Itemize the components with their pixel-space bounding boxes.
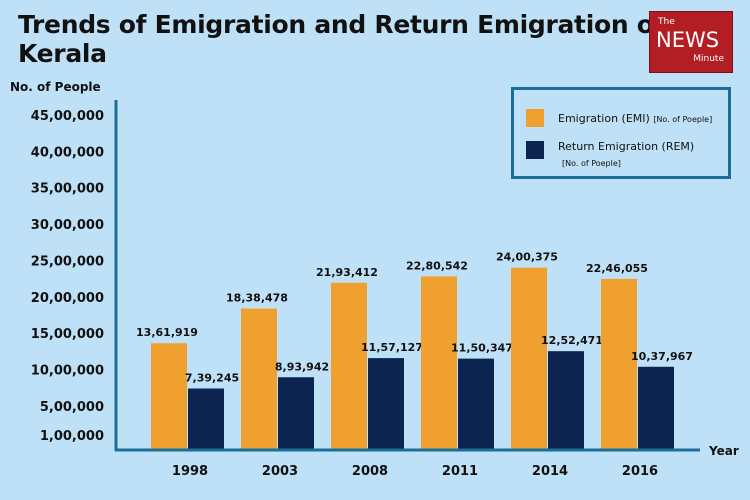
data-label-return-emigration: 10,37,967 xyxy=(631,350,693,363)
y-tick-label: 25,00,000 xyxy=(31,254,104,269)
y-tick-label: 1,00,000 xyxy=(40,429,104,444)
bar-return-emigration xyxy=(548,351,584,449)
bar-emigration xyxy=(601,278,637,449)
bar-return-emigration xyxy=(638,366,674,449)
bar-emigration xyxy=(511,267,547,449)
logo-the: The xyxy=(658,17,675,27)
bar-emigration xyxy=(421,276,457,449)
legend-emi-unit: [No. of Poeple] xyxy=(653,115,713,124)
y-tick-label: 45,00,000 xyxy=(31,109,104,124)
data-label-return-emigration: 8,93,942 xyxy=(275,360,329,373)
data-label-emigration: 13,61,919 xyxy=(136,326,198,339)
bar-return-emigration xyxy=(368,358,404,449)
data-label-emigration: 18,38,478 xyxy=(226,292,288,305)
bar-return-emigration xyxy=(458,358,494,449)
x-tick-label: 1998 xyxy=(172,464,208,479)
y-tick-label: 35,00,000 xyxy=(31,182,104,197)
x-tick-label: 2008 xyxy=(352,464,388,479)
legend-label-return-emigration: Return Emigration (REM) xyxy=(558,140,695,153)
chart-title: Trends of Emigration and Return Emigrati… xyxy=(18,10,665,68)
y-tick-label: 40,00,000 xyxy=(31,145,104,160)
y-tick-label: 30,00,000 xyxy=(31,218,104,233)
x-tick-label: 2003 xyxy=(262,464,298,479)
data-label-emigration: 21,93,412 xyxy=(316,266,378,279)
y-tick-label: 15,00,000 xyxy=(31,327,104,342)
legend-swatch-return-emigration xyxy=(526,141,544,159)
data-label-emigration: 24,00,375 xyxy=(496,251,558,264)
data-label-emigration: 22,46,055 xyxy=(586,262,648,275)
chart-legend: Emigration (EMI) [No. of Poeple] Return … xyxy=(511,87,731,179)
legend-label-emigration: Emigration (EMI) [No. of Poeple] xyxy=(558,112,712,125)
data-label-return-emigration: 11,57,127 xyxy=(361,341,423,354)
x-tick-label: 2014 xyxy=(532,464,568,479)
data-label-emigration: 22,80,542 xyxy=(406,259,468,272)
legend-rem-unit: [No. of Poeple] xyxy=(562,159,621,168)
y-tick-label: 10,00,000 xyxy=(31,364,104,379)
x-tick-label: 2016 xyxy=(622,464,658,479)
bar-emigration xyxy=(151,343,187,449)
y-axis-title: No. of People xyxy=(10,80,101,94)
data-label-return-emigration: 11,50,347 xyxy=(451,342,513,355)
bar-return-emigration xyxy=(188,388,224,449)
bar-return-emigration xyxy=(278,377,314,449)
legend-swatch-emigration xyxy=(526,109,544,127)
logo-minute: Minute xyxy=(693,54,724,64)
logo-news: NEWS xyxy=(656,28,720,52)
data-label-return-emigration: 7,39,245 xyxy=(185,372,239,385)
data-label-return-emigration: 12,52,471 xyxy=(541,334,603,347)
x-axis-title: Year xyxy=(708,444,739,458)
y-tick-label: 20,00,000 xyxy=(31,291,104,306)
bar-emigration xyxy=(241,308,277,449)
legend-emi-text: Emigration (EMI) xyxy=(558,112,650,125)
news-minute-logo: The NEWS Minute xyxy=(649,11,733,73)
x-tick-label: 2011 xyxy=(442,464,478,479)
y-tick-label: 5,00,000 xyxy=(40,400,104,415)
bar-emigration xyxy=(331,282,367,449)
